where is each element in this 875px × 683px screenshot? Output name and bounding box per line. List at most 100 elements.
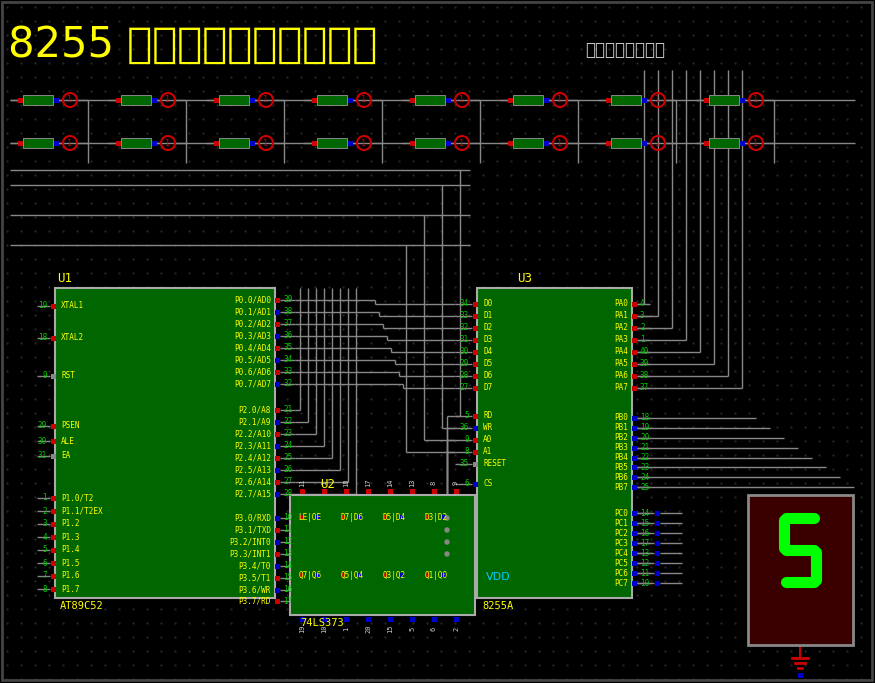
Text: 4: 4 (42, 533, 47, 542)
Text: 36: 36 (459, 423, 469, 432)
Bar (431, 617, 437, 622)
Bar (513, 138, 543, 148)
Text: PC6: PC6 (614, 568, 628, 578)
Text: 14: 14 (387, 479, 393, 487)
Text: 1: 1 (165, 96, 171, 104)
Text: 11: 11 (299, 479, 305, 487)
Text: P1.5: P1.5 (61, 559, 80, 568)
Text: PA4: PA4 (614, 348, 628, 357)
Bar (473, 361, 478, 367)
Text: 9: 9 (465, 436, 469, 445)
Bar (299, 488, 304, 494)
Bar (442, 515, 446, 519)
Bar (388, 617, 393, 622)
Bar (55, 288, 275, 598)
Text: PC1: PC1 (614, 518, 628, 527)
Text: PA0: PA0 (614, 300, 628, 309)
Text: D3: D3 (483, 335, 493, 344)
Text: P0.1/AD1: P0.1/AD1 (234, 307, 271, 316)
Text: PC0: PC0 (614, 509, 628, 518)
Bar (51, 374, 55, 378)
Bar (641, 98, 647, 102)
Text: 24: 24 (283, 441, 292, 451)
Bar (275, 382, 279, 387)
Bar (300, 515, 304, 519)
Text: P3.0/RXD: P3.0/RXD (234, 514, 271, 522)
Bar (249, 141, 255, 145)
Text: 12: 12 (640, 559, 649, 568)
Text: 37: 37 (640, 383, 649, 393)
Text: PB2: PB2 (614, 434, 628, 443)
Bar (23, 138, 53, 148)
Text: 15: 15 (387, 625, 393, 633)
Bar (366, 488, 370, 494)
Text: 17: 17 (283, 596, 292, 606)
Bar (473, 374, 478, 378)
Bar (632, 561, 636, 566)
Text: D6: D6 (483, 372, 493, 380)
Text: 19: 19 (299, 625, 305, 633)
Bar (317, 95, 347, 105)
Bar (342, 515, 346, 519)
Text: PC7: PC7 (614, 579, 628, 587)
Text: 31: 31 (38, 451, 47, 460)
Text: 2: 2 (640, 324, 645, 333)
Text: P0.6/AD6: P0.6/AD6 (234, 367, 271, 376)
Bar (543, 141, 549, 145)
Bar (214, 98, 219, 102)
Text: 1: 1 (343, 627, 349, 631)
Text: U2: U2 (320, 479, 335, 492)
Bar (51, 535, 55, 540)
Bar (632, 436, 636, 441)
Bar (654, 531, 660, 535)
Text: PC3: PC3 (614, 538, 628, 548)
Text: PA1: PA1 (614, 311, 628, 320)
Text: Q1|Q0: Q1|Q0 (424, 570, 448, 579)
Bar (290, 495, 475, 615)
Text: 2: 2 (42, 507, 47, 516)
Bar (344, 617, 348, 622)
Bar (51, 303, 55, 309)
Bar (358, 573, 362, 577)
Bar (384, 573, 388, 577)
Text: 10: 10 (640, 579, 649, 587)
Text: PB3: PB3 (614, 443, 628, 453)
Bar (116, 98, 121, 102)
Bar (410, 98, 415, 102)
Bar (400, 573, 404, 577)
Text: 8: 8 (42, 585, 47, 594)
Text: 23: 23 (283, 430, 292, 438)
Text: 40: 40 (640, 348, 649, 357)
Bar (219, 138, 249, 148)
Circle shape (445, 516, 449, 520)
Text: 22: 22 (640, 454, 649, 462)
Text: 32: 32 (459, 324, 469, 333)
Bar (748, 495, 853, 645)
Text: VDD: VDD (486, 572, 510, 582)
Text: 23: 23 (640, 462, 649, 471)
Bar (632, 415, 636, 421)
Text: PB5: PB5 (614, 462, 628, 471)
Text: PA6: PA6 (614, 372, 628, 380)
Bar (275, 357, 279, 363)
Text: P0.5/AD5: P0.5/AD5 (234, 355, 271, 365)
Text: P1.6: P1.6 (61, 572, 80, 581)
Bar (632, 581, 636, 585)
Bar (53, 98, 59, 102)
Text: ALE: ALE (61, 436, 75, 445)
Bar (347, 98, 353, 102)
Bar (51, 454, 55, 458)
Text: P2.2/A10: P2.2/A10 (234, 430, 271, 438)
Text: 34: 34 (459, 300, 469, 309)
Text: 14: 14 (283, 561, 292, 570)
Bar (275, 563, 279, 568)
Text: D3|D2: D3|D2 (424, 512, 448, 522)
Text: 1: 1 (67, 96, 73, 104)
Text: 8: 8 (431, 481, 437, 485)
Bar (606, 141, 611, 145)
Bar (275, 587, 279, 592)
Text: P3.4/T0: P3.4/T0 (239, 561, 271, 570)
Text: 37: 37 (283, 320, 292, 329)
Text: 16: 16 (283, 585, 292, 594)
Text: 17: 17 (640, 538, 649, 548)
